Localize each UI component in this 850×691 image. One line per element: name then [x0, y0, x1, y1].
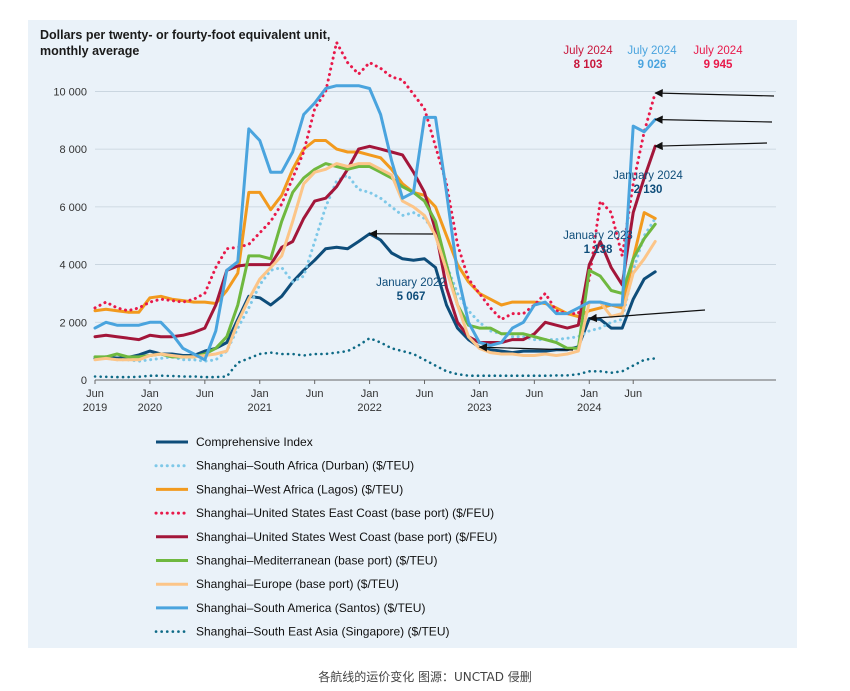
legend-label: Shanghai–United States East Coast (base …	[196, 506, 494, 520]
x-tick-label: Jan	[251, 388, 269, 400]
series-line-comprehensive-index	[93, 232, 657, 360]
annotation-arrow	[654, 115, 773, 124]
legend-label: Shanghai–South Africa (Durban) ($/TEU)	[196, 459, 414, 473]
x-tick-label: Jan	[471, 388, 489, 400]
x-tick-label: Jun	[416, 388, 434, 400]
annotation-date: July 2024	[627, 45, 677, 57]
series-line-shanghai-europe-base-port-teu	[93, 162, 657, 362]
x-tick-label: Jan	[141, 388, 159, 400]
legend-label: Shanghai–South America (Santos) ($/TEU)	[196, 601, 425, 615]
annotations: July 2024 8 103 July 2024 9 026 July 2024 9 9…	[368, 45, 775, 352]
annotation-date: January 2023	[563, 230, 633, 242]
annotation-value: 5 067	[397, 291, 426, 303]
annotation-value: 2 130	[634, 184, 663, 196]
x-tick-year-label: 2023	[467, 402, 491, 414]
annotation-arrow	[654, 141, 768, 151]
x-tick-year-label: 2019	[83, 402, 107, 414]
annotation-date: January 2024	[613, 170, 683, 182]
x-tick-year-label: 2022	[357, 402, 381, 414]
x-tick-label: Jun	[306, 388, 324, 400]
x-tick-label: Jun	[624, 388, 642, 400]
annotation-date: July 2024	[563, 45, 613, 57]
chart-panel	[28, 20, 797, 648]
series-lines	[93, 40, 657, 379]
series-line-shanghai-united-states-west-coast-base-port-feu	[93, 144, 657, 344]
y-tick-label: 6 000	[59, 202, 87, 214]
annotation-value: 9 026	[638, 59, 667, 71]
x-tick-label: Jun	[86, 388, 104, 400]
legend-label: Comprehensive Index	[196, 435, 313, 449]
legend-label: Shanghai–Europe (base port) ($/TEU)	[196, 577, 399, 591]
annotation-date: July 2024	[693, 45, 743, 57]
x-tick-label: Jun	[525, 388, 543, 400]
annotation-date: January 2022	[376, 277, 446, 289]
x-axis-ticks: Jun 2019 Jan 2020 Jun Jan 2021 Jun Jan 2022 Jun Jan…	[83, 380, 642, 414]
annotation-value: 9 945	[704, 59, 733, 71]
x-tick-label: Jun	[196, 388, 214, 400]
legend-label: Shanghai–United States West Coast (base …	[196, 530, 497, 544]
series-line-shanghai-west-africa-lagos-teu	[93, 139, 657, 318]
image-caption: 各航线的运价变化 图源：UNCTAD 侵删	[318, 670, 532, 684]
x-tick-label: Jan	[580, 388, 598, 400]
series-line-shanghai-united-states-east-coast-base-port-feu	[93, 40, 657, 321]
y-axis-title-line-1: Dollars per twenty- or fourty-foot equiv…	[40, 28, 330, 42]
y-axis-ticks: 0 2 000 4 000 6 000 8 000 10 000	[53, 86, 87, 387]
series-line-shanghai-south-africa-durban-teu	[93, 173, 657, 363]
annotation-arrow	[654, 89, 775, 98]
series-line-shanghai-south-east-asia-singapore-teu	[93, 336, 657, 379]
x-tick-year-label: 2020	[138, 402, 162, 414]
y-axis-title-line-2: monthly average	[40, 44, 139, 58]
legend-label: Shanghai–Mediterranean (base port) ($/TE…	[196, 554, 437, 568]
y-tick-label: 2 000	[59, 317, 87, 329]
x-tick-year-label: 2021	[248, 402, 272, 414]
y-tick-label: 0	[81, 375, 87, 387]
annotation-arrow	[588, 309, 706, 323]
annotation-value: 1 138	[584, 244, 613, 256]
legend-label: Shanghai–South East Asia (Singapore) ($/…	[196, 625, 449, 639]
freight-rate-chart: Dollars per twenty- or fourty-foot equiv…	[40, 28, 776, 639]
y-tick-label: 8 000	[59, 144, 87, 156]
y-tick-label: 4 000	[59, 260, 87, 272]
legend-label: Shanghai–West Africa (Lagos) ($/TEU)	[196, 482, 403, 496]
annotation-arrow	[478, 343, 574, 352]
x-tick-year-label: 2024	[577, 402, 601, 414]
legend: Comprehensive Index Shanghai–South Africa…	[154, 435, 497, 639]
series-line-shanghai-south-america-santos-teu	[93, 84, 657, 362]
y-tick-label: 10 000	[53, 86, 87, 98]
annotation-value: 8 103	[574, 59, 603, 71]
x-tick-label: Jan	[361, 388, 379, 400]
